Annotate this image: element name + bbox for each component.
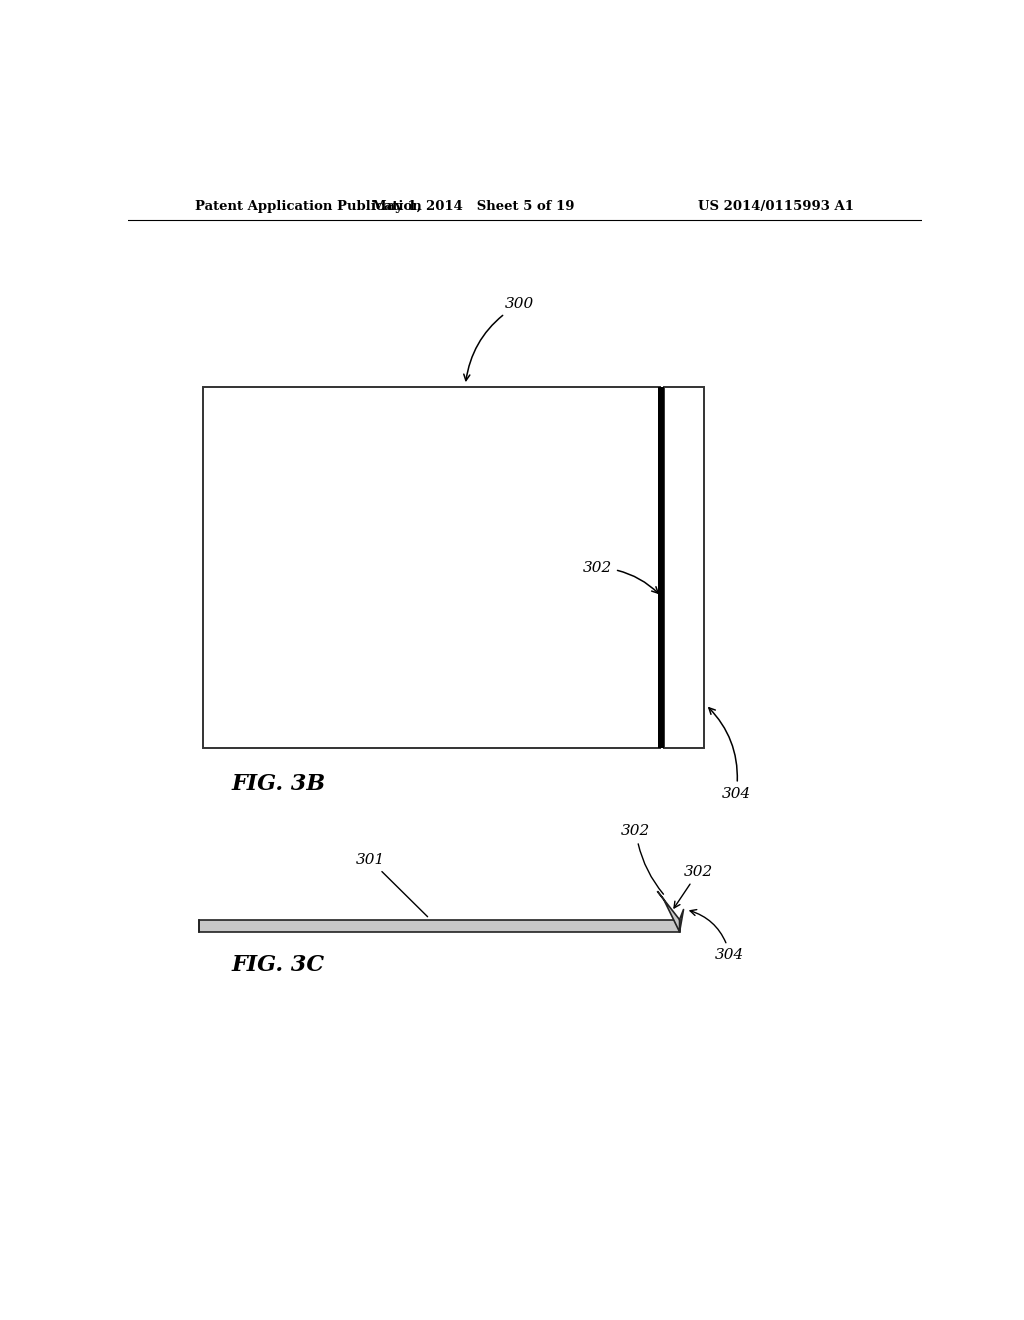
Text: 304: 304 [709,708,751,800]
Bar [658,387,665,748]
Text: 300: 300 [464,297,535,380]
Polygon shape [657,891,680,932]
Text: Patent Application Publication: Patent Application Publication [196,199,422,213]
Text: 301: 301 [355,853,428,916]
Text: FIG. 3C: FIG. 3C [231,954,325,977]
Text: 302: 302 [674,865,713,908]
Bar [200,920,680,932]
Text: US 2014/0115993 A1: US 2014/0115993 A1 [698,199,854,213]
Text: 302: 302 [622,825,664,894]
Bar [665,387,705,748]
Text: 304: 304 [690,909,744,962]
Text: FIG. 3B: FIG. 3B [231,774,326,796]
Text: 302: 302 [583,561,658,593]
Text: May 1, 2014   Sheet 5 of 19: May 1, 2014 Sheet 5 of 19 [372,199,574,213]
Bar [204,387,659,748]
